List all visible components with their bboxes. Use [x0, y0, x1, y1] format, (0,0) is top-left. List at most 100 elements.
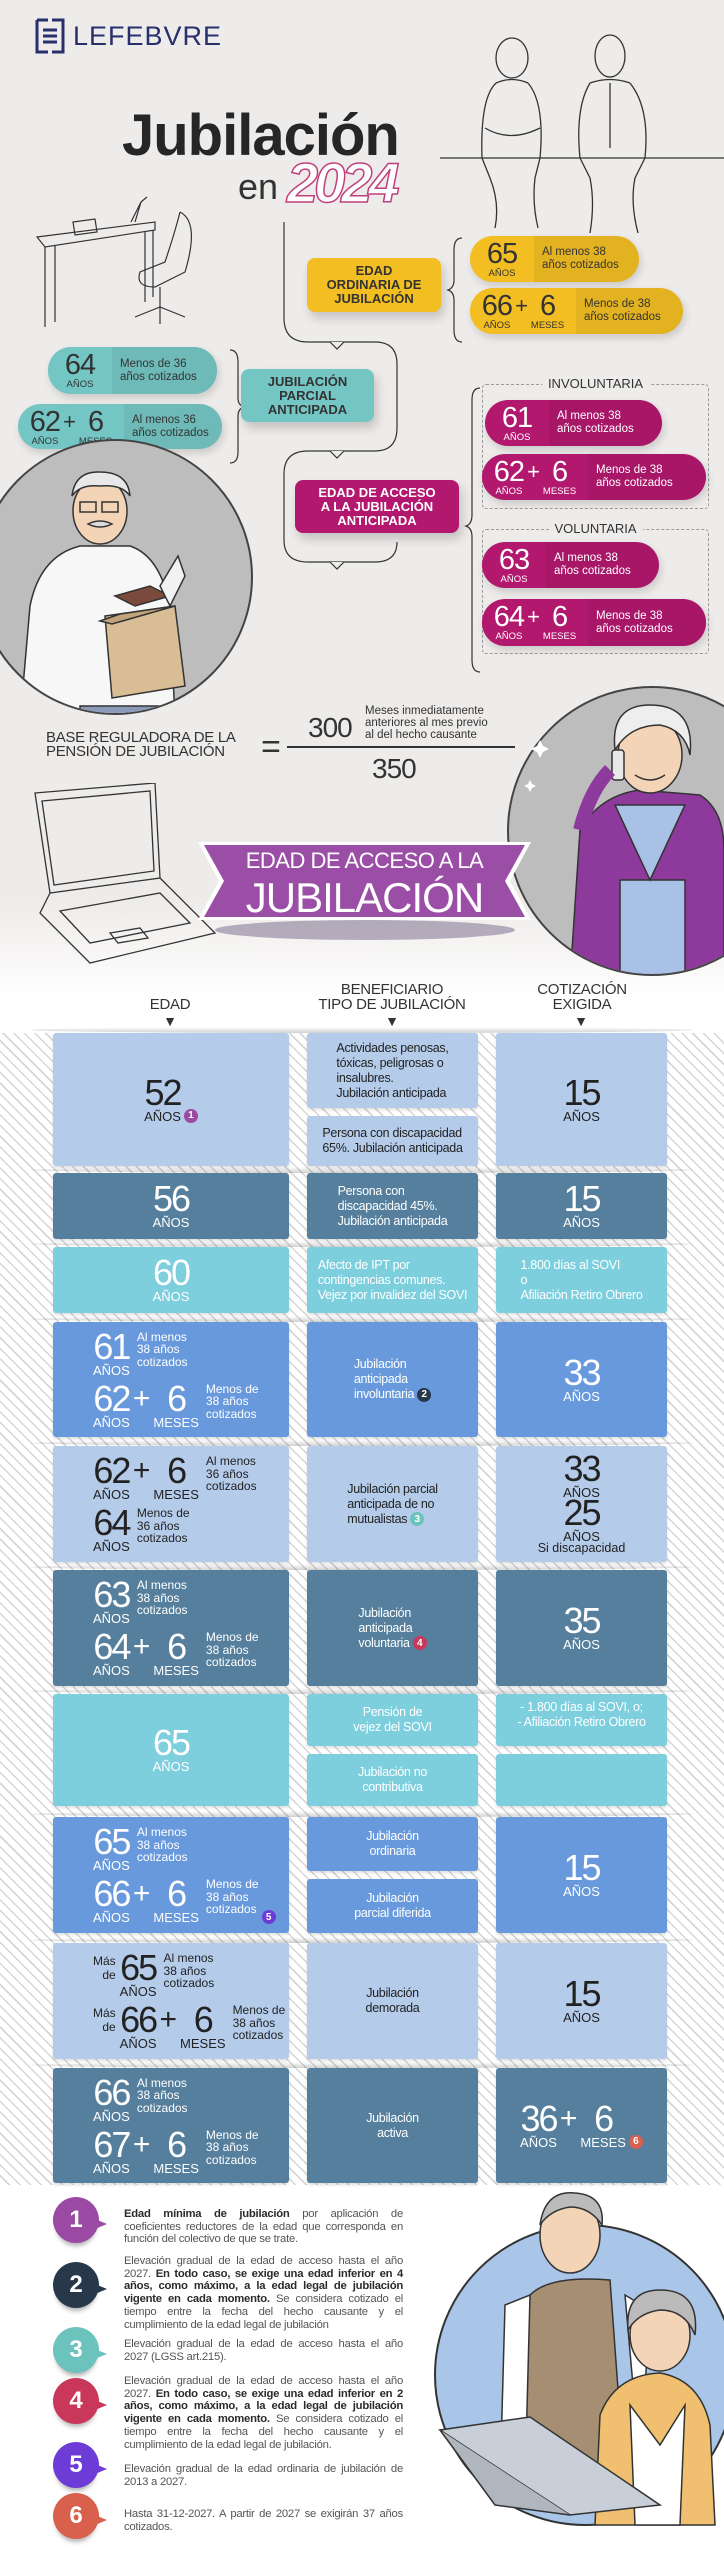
footnote-ref-badge: 4 [412, 1636, 427, 1651]
age-entry: 62 AÑOS +6 MESES Al menos 36 años cotizados [93, 1450, 257, 1502]
number-value: 6 [551, 456, 568, 488]
number-value: 6 [539, 290, 556, 322]
footnote-badge-1: 1 [53, 2197, 107, 2243]
tipo-box: Persona con discapacidad 65%. Jubilación… [307, 1116, 478, 1166]
footnote-segment: Elevación gradual de la edad ordinaria d… [124, 2463, 403, 2488]
number-value: 25 [563, 1491, 601, 1533]
edad-cell: Más de 65 AÑOS Al menos 38 años cotizados Má… [53, 1943, 289, 2059]
number-block: 36 AÑOS [520, 2100, 558, 2150]
age-entry: Más de 65 AÑOS Al menos 38 años cotizados [93, 1950, 214, 1999]
unit-label: AÑOS [93, 1487, 130, 1502]
number-value: 6 [193, 1999, 214, 2040]
cotizacion-text: 1.800 días al SOVI o Afiliación Retiro O… [520, 1257, 643, 1302]
cotizacion-box: 33 AÑOS 25 AÑOS Si discapacidad [496, 1446, 667, 1562]
tipo-text: Jubilación ordinaria [366, 1829, 419, 1859]
unit-label: MESES [530, 320, 565, 331]
age-entry: 63 AÑOS Al menos 38 años cotizados [93, 1577, 188, 1626]
tipo-box: Jubilación no contributiva [307, 1754, 478, 1806]
row-shadow [30, 1811, 694, 1817]
number-value: 62 [29, 406, 61, 438]
number-value: 56 [152, 1178, 191, 1219]
formula-denominator: 350 [372, 753, 417, 784]
tipo-label: Actividades penosas, tóxicas, peligrosas… [336, 1040, 449, 1100]
tipo-text: Jubilación anticipada involuntaria 2 [354, 1357, 432, 1402]
formula-numerator-note: Meses inmediatamente anteriores al mes p… [365, 705, 488, 741]
cotizacion-box: 15 AÑOS [496, 1817, 667, 1933]
number-block: 25 AÑOS [563, 1491, 601, 1544]
footnote-ref-badge: 5 [261, 1910, 276, 1924]
unit-label: AÑOS [483, 320, 511, 331]
edad-box: 60 AÑOS [53, 1247, 289, 1313]
unit-label: AÑOS [503, 432, 531, 443]
column-header-cotizacion: COTIZACIÓN EXIGIDA [537, 981, 627, 1013]
tipo-text: Afecto de IPT por contingencias comunes.… [318, 1258, 468, 1303]
cotizacion-box: 15 AÑOS [496, 1943, 667, 2059]
cotizacion-text: - 1.800 días al SOVI, o; - Afiliación Re… [517, 1700, 646, 1729]
unit-label: AÑOS [563, 1528, 600, 1544]
footnote-text: Hasta 31-12-2027. A partir de 2027 se ex… [124, 2508, 403, 2533]
footnote-ref-badge: 2 [417, 1387, 432, 1402]
tipo-label: Jubilación demorada [365, 1986, 420, 2015]
number-block: 65 AÑOS [120, 1950, 158, 1999]
note-text: Menos de 38 años cotizados [205, 2127, 259, 2167]
formula-equals: = [261, 728, 281, 766]
number-block: 64 AÑOS [64, 349, 96, 390]
unit-label: AÑOS [66, 379, 94, 390]
cotizacion-entry: 33 AÑOS [563, 1354, 601, 1404]
tipo-cell: Jubilación anticipada involuntaria 2 [307, 1322, 478, 1437]
tipo-label: Jubilación parcial diferida [354, 1891, 431, 1920]
cotizacion-cell: 35 AÑOS [496, 1570, 667, 1686]
number-value: 6 [167, 1450, 187, 1491]
age-entry: 65 AÑOS Al menos 38 años cotizados [93, 1824, 188, 1873]
edad-cell: 66 AÑOS Al menos 38 años cotizados 67 AÑOS +6… [53, 2068, 289, 2183]
tipo-label: Jubilación activa [366, 2110, 419, 2140]
footnote-text: Edad mínima de jubilación por aplicación… [124, 2208, 403, 2246]
row-shadow [30, 2062, 694, 2068]
number-value: 63 [498, 544, 530, 576]
number-value: 60 [152, 1252, 191, 1293]
unit-label: AÑOS [495, 486, 523, 497]
number-value: 15 [563, 1071, 601, 1113]
tipo-cell: Afecto de IPT por contingencias comunes.… [307, 1247, 478, 1313]
number-value: 64 [64, 349, 96, 381]
number-value: 15 [563, 1847, 601, 1888]
table-row: 61 AÑOS Al menos 38 años cotizados 62 AÑOS +6… [0, 1316, 724, 1437]
edad-box: 65 AÑOS [53, 1694, 289, 1806]
involuntaria-pill-61: 61 AÑOS Al menos 38 años cotizados [485, 400, 662, 446]
unit-label: AÑOS [563, 1884, 600, 1899]
tipo-box: Actividades penosas, tóxicas, peligrosas… [307, 1033, 478, 1108]
unit-label: MESES [153, 1487, 199, 1502]
table-row: Más de 65 AÑOS Al menos 38 años cotizados Má… [0, 1937, 724, 2059]
tipo-cell: Jubilación demorada [307, 1943, 478, 2059]
number-block: 62 AÑOS [29, 406, 61, 447]
number-block: 65 AÑOS [93, 1824, 131, 1873]
column-header-edad: EDAD [149, 996, 191, 1013]
number-value: 65 [486, 238, 518, 270]
cotizacion-cell: 15 AÑOS [496, 1943, 667, 2059]
table-row: 62 AÑOS +6 MESES Al menos 36 años cotizados 6… [0, 1440, 724, 1562]
footnote-segment: Elevación gradual de la edad de acceso h… [124, 2375, 403, 2400]
note-text: Al menos 38 años cotizados [136, 1578, 188, 1617]
logo-text: LEFEBVRE [73, 20, 223, 51]
footnote-text: Elevación gradual de la edad de acceso h… [124, 2338, 403, 2363]
cotizacion-entry: 33 AÑOS [563, 1450, 601, 1500]
unit-label: AÑOS [31, 436, 59, 447]
cotizacion-box: 36 AÑOS +6 MESES 6 [496, 2068, 667, 2183]
plus-sign: + [132, 2127, 151, 2161]
unit-label: AÑOS [144, 1108, 181, 1124]
plus-sign: + [559, 2101, 578, 2135]
tipo-label: Jubilación no contributiva [357, 1765, 428, 1794]
unit-label: MESES [180, 2036, 226, 2051]
cotizacion-cell: 36 AÑOS +6 MESES 6 [496, 2068, 667, 2183]
edad-cell: 60 AÑOS [53, 1247, 289, 1313]
desk-chair-line-art [35, 196, 193, 327]
pill-description: Menos de 38 años cotizados [576, 288, 683, 334]
unit-label: MESES [580, 2134, 626, 2150]
number-block: 64 AÑOS [494, 602, 525, 642]
number-block: 33 AÑOS [563, 1450, 601, 1500]
plus-sign: + [159, 2003, 178, 2036]
plus-sign: + [132, 1381, 151, 1415]
footnote-text: Elevación gradual de la edad de acceso h… [124, 2375, 403, 2451]
